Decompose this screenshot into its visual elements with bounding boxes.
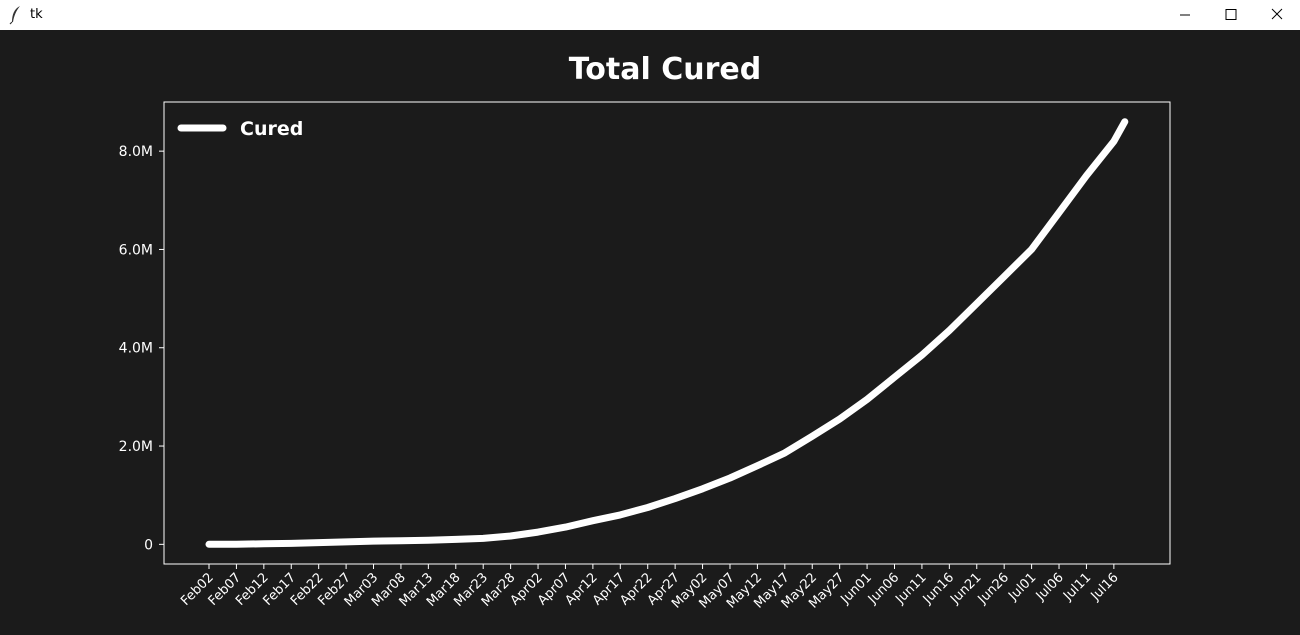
x-tick-label: Jun16 <box>920 570 957 607</box>
chart-title: Total Cured <box>569 52 761 87</box>
minimize-icon <box>1180 14 1190 16</box>
plot-area-frame <box>163 101 1171 565</box>
x-tick-label: Jul01 <box>1005 570 1039 604</box>
y-tick-label: 2.0M <box>119 439 153 455</box>
y-axis: 0 2.0M 4.0M 6.0M 8.0M <box>119 144 164 553</box>
x-tick-label: Jul06 <box>1033 570 1067 604</box>
series-line-cured <box>205 118 1129 548</box>
x-tick-label: Jul11 <box>1060 570 1094 604</box>
close-button[interactable] <box>1254 0 1300 30</box>
close-icon <box>1271 8 1283 20</box>
x-tick-label: Jun06 <box>865 570 902 607</box>
x-axis: Feb02Feb07Feb12Feb17Feb22Feb27Mar03Mar08… <box>178 564 1122 612</box>
feather-icon <box>9 6 20 25</box>
x-tick-label: Jun01 <box>838 570 875 607</box>
window-titlebar: tk <box>0 0 1300 30</box>
x-tick-label: Jun11 <box>892 570 929 607</box>
line-chart: Total Cured 0 2.0M 4.0M 6.0M 8.0M Feb02Feb07… <box>119 52 1171 612</box>
y-tick-label: 6.0M <box>119 242 153 258</box>
y-tick-label: 0 <box>144 537 153 553</box>
window-title: tk <box>30 7 43 22</box>
minimize-button[interactable] <box>1162 0 1208 30</box>
y-tick-label: 8.0M <box>119 144 153 160</box>
legend: Cured <box>177 118 303 140</box>
x-tick-label: Jun26 <box>975 570 1012 607</box>
maximize-icon <box>1225 9 1237 20</box>
maximize-button[interactable] <box>1208 0 1254 30</box>
x-tick-label: Jul16 <box>1088 570 1122 604</box>
legend-label-cured: Cured <box>240 118 303 140</box>
y-tick-label: 4.0M <box>119 341 153 357</box>
chart-canvas: Total Cured 0 2.0M 4.0M 6.0M 8.0M Feb02 Feb07… <box>0 30 1300 631</box>
x-tick-label: Jun21 <box>947 570 984 607</box>
